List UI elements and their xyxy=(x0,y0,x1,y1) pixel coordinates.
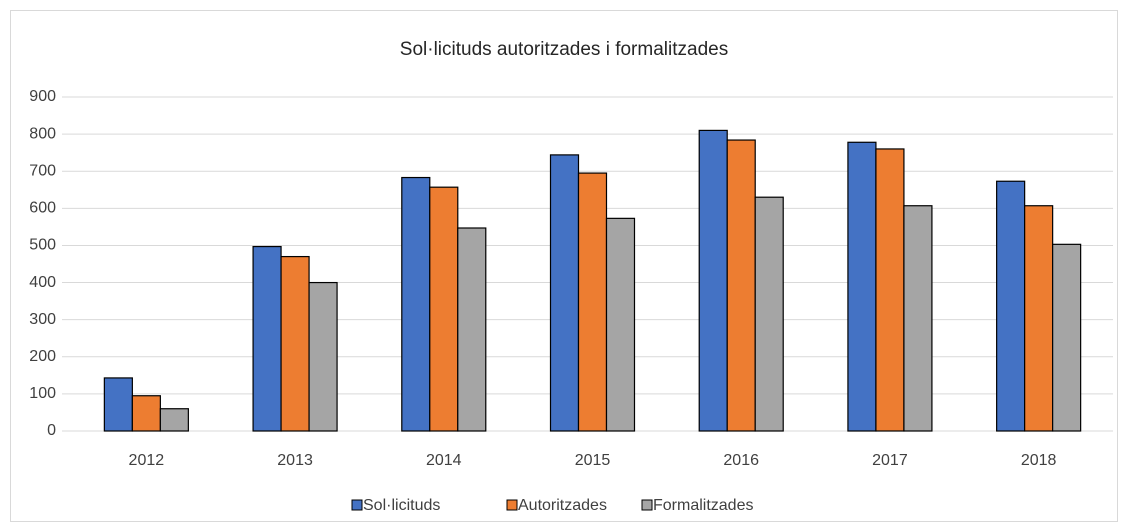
y-tick-label: 400 xyxy=(29,274,56,291)
bar xyxy=(996,180,1026,432)
x-tick-label: 2014 xyxy=(426,452,462,469)
bar xyxy=(1024,205,1054,432)
legend-label: Sol·licituds xyxy=(363,497,440,514)
bar xyxy=(401,176,431,432)
y-tick-label: 500 xyxy=(29,237,56,254)
bar xyxy=(429,186,459,432)
bar xyxy=(903,205,933,432)
y-tick-label: 600 xyxy=(29,200,56,217)
bar xyxy=(252,245,282,432)
legend-swatch xyxy=(351,499,363,511)
bar xyxy=(131,395,161,432)
x-tick-label: 2013 xyxy=(277,452,313,469)
bar xyxy=(549,154,580,432)
x-tick-label: 2016 xyxy=(723,452,759,469)
x-tick-label: 2017 xyxy=(872,452,908,469)
bar xyxy=(1052,243,1082,432)
legend-label: Formalitzades xyxy=(653,497,753,514)
y-tick-label: 300 xyxy=(29,311,56,328)
bar xyxy=(754,196,784,432)
x-tick-label: 2015 xyxy=(575,452,611,469)
bar xyxy=(605,217,636,432)
chart-title: Sol·licituds autoritzades i formalitzade… xyxy=(400,39,728,60)
x-tick-label: 2018 xyxy=(1021,452,1057,469)
y-tick-label: 900 xyxy=(29,88,56,105)
x-tick-label: 2012 xyxy=(129,452,165,469)
bar xyxy=(308,281,338,432)
bar xyxy=(577,172,608,432)
bar xyxy=(698,129,728,432)
bar xyxy=(726,139,756,432)
y-tick-label: 200 xyxy=(29,348,56,365)
bar xyxy=(875,148,905,432)
legend-swatch xyxy=(641,499,653,511)
y-tick-label: 100 xyxy=(29,385,56,402)
y-tick-label: 700 xyxy=(29,162,56,179)
bar xyxy=(280,255,310,432)
bar xyxy=(103,377,133,432)
y-tick-label: 0 xyxy=(47,422,56,439)
legend-swatch xyxy=(506,499,518,511)
bar xyxy=(457,227,487,432)
bar xyxy=(847,141,877,432)
bar xyxy=(159,408,189,432)
legend-label: Autoritzades xyxy=(518,497,607,514)
y-tick-label: 800 xyxy=(29,125,56,142)
